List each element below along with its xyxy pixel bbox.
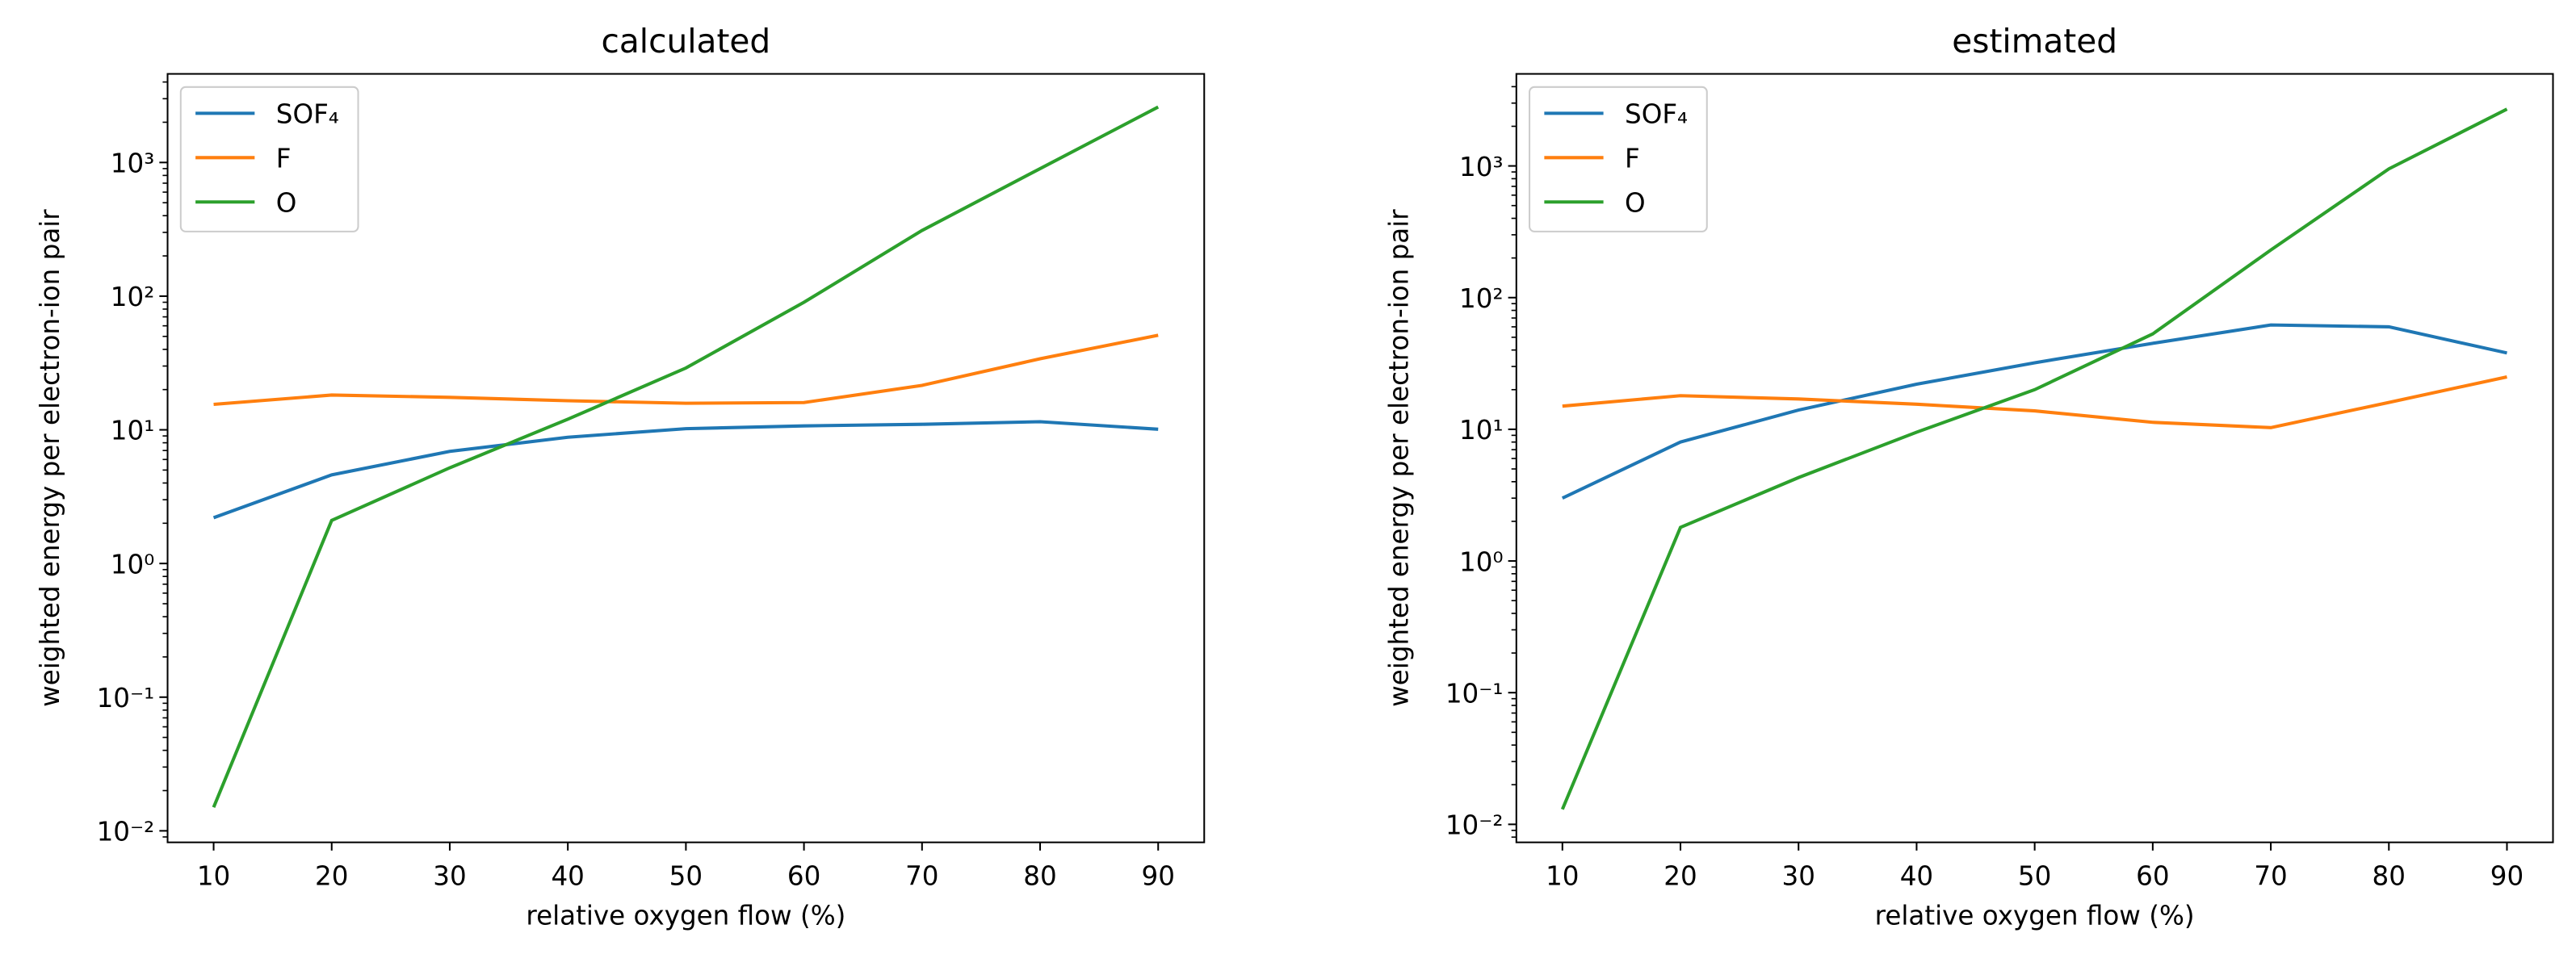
x-tick-label: 50 [669,861,703,892]
y-tick-label: 10⁰ [1459,546,1503,577]
y-tick-label: 10¹ [1459,415,1503,446]
legend-label: SOF₄ [1625,99,1688,130]
x-tick-label: 50 [2018,861,2051,892]
y-tick-label: 10¹ [111,416,154,446]
y-tick-label: 10³ [1459,152,1503,182]
x-tick-label: 90 [1142,861,1175,892]
line-series [212,105,1160,808]
x-tick-label: 70 [2254,861,2287,892]
x-axis-label: relative oxygen flow (%) [526,900,845,931]
x-tick-label: 80 [2373,861,2406,892]
x-tick-label: 30 [433,861,466,892]
legend-label: O [276,187,297,218]
x-tick-label: 60 [2136,861,2169,892]
y-tick-label: 10⁻¹ [97,683,155,713]
legend-label: F [276,144,292,174]
line-series [1562,374,2507,429]
x-tick-label: 70 [905,861,938,892]
y-axis-label: weighted energy per electron-ion pair [35,209,65,707]
x-tick-label: 30 [1782,861,1815,892]
y-tick-label: 10² [111,282,154,312]
line-series [213,333,1159,407]
y-axis-label: weighted energy per electron-ion pair [1384,209,1415,707]
chart-title: calculated [602,22,771,61]
y-tick-label: 10⁰ [111,549,154,580]
y-tick-label: 10⁻¹ [1445,678,1504,709]
x-tick-label: 10 [1546,861,1579,892]
x-tick-label: 90 [2490,861,2524,892]
y-tick-label: 10⁻² [97,817,155,847]
x-tick-label: 80 [1023,861,1056,892]
y-tick-label: 10⁻² [1445,810,1504,841]
line-series [1561,323,2507,500]
legend-box [179,86,359,232]
line-series [212,420,1159,520]
legend-label: F [1625,144,1640,174]
y-tick-label: 10³ [111,149,154,179]
x-tick-label: 20 [315,861,348,892]
plot-frame [166,73,1206,843]
legend-box [1529,86,1708,232]
x-tick-label: 60 [787,861,820,892]
x-axis-label: relative oxygen flow (%) [1875,900,2195,931]
y-tick-label: 10² [1459,283,1503,314]
line-series [1560,107,2508,810]
legend-label: SOF₄ [276,99,339,130]
x-tick-label: 20 [1663,861,1697,892]
plot-frame [1515,73,2554,843]
x-tick-label: 10 [197,861,230,892]
x-tick-label: 40 [1900,861,1933,892]
x-tick-label: 40 [551,861,584,892]
chart-title: estimated [1952,22,2117,61]
legend-label: O [1625,187,1646,218]
